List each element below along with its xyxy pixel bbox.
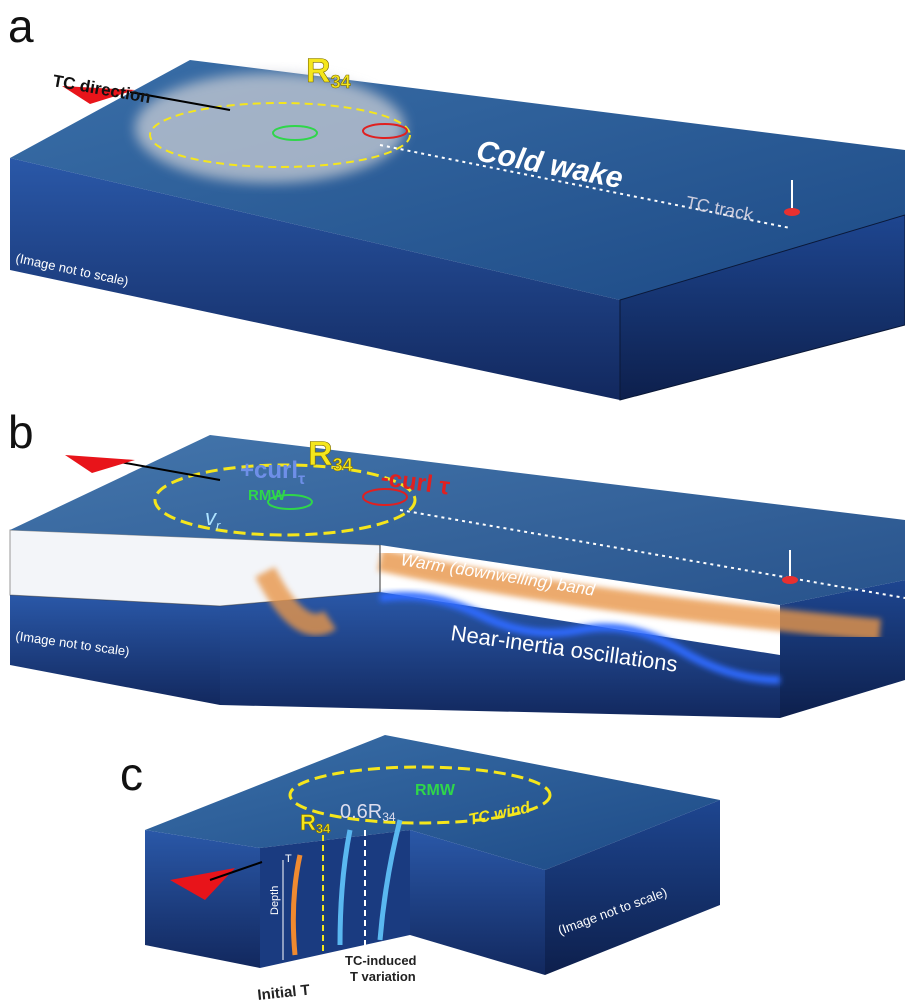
induced-label: T variation <box>350 969 416 984</box>
front-left <box>145 830 260 968</box>
r34-label: R34 <box>306 52 351 92</box>
curl-base: +curl <box>240 457 298 484</box>
panel-label: b <box>8 406 34 458</box>
r34-base: R <box>306 52 331 90</box>
panel-a: a TC direction R34 Cold wake TC track (I… <box>8 0 905 400</box>
initial-label: Initial T <box>257 982 311 1004</box>
r34-sub: 34 <box>331 72 351 92</box>
positive-curl: +curlτ <box>240 457 305 488</box>
curl-sub: τ <box>298 471 305 488</box>
r34-label: R34 <box>308 435 353 475</box>
temperature-label: T <box>285 853 292 865</box>
depth-label: Depth <box>269 886 281 915</box>
r34-base: R <box>308 435 333 473</box>
panel-c: c R34 0.6R34 RMW TC wind Depth T TC-indu… <box>120 735 720 1004</box>
panel-b: b +curlτ R34 -curl τ RMW vr Warm (downwe… <box>8 406 905 718</box>
induced-label: TC-induced <box>345 953 417 968</box>
r34-base: R <box>300 810 316 835</box>
diagram: a TC direction R34 Cold wake TC track (I… <box>0 0 905 1007</box>
inner-radius-base: 0.6R <box>340 801 382 823</box>
direction-arrow <box>65 455 135 473</box>
panel-label: c <box>120 748 143 800</box>
r34-sub: 34 <box>333 455 353 475</box>
direction-label: TC direction <box>51 71 152 107</box>
rmw-label: RMW <box>415 782 456 799</box>
panel-label: a <box>8 0 34 52</box>
rmw-label: RMW <box>248 487 286 504</box>
velocity-sub: r <box>216 518 221 533</box>
inner-radius-sub: 34 <box>382 810 396 824</box>
r34-sub: 34 <box>316 821 331 836</box>
